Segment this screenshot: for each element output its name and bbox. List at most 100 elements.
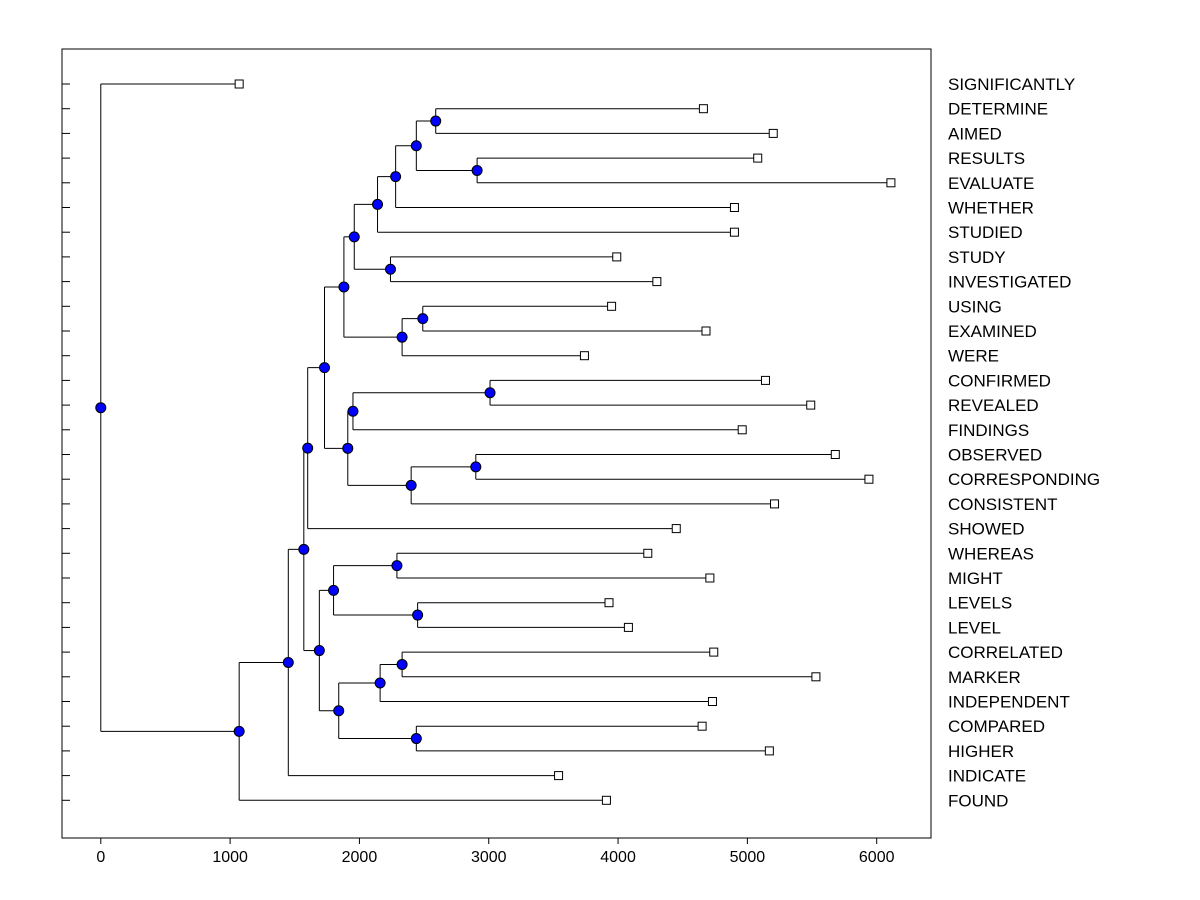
leaf-label: INDICATE — [948, 767, 1026, 786]
leaf-label: COMPARED — [948, 717, 1045, 736]
merge-node — [470, 461, 482, 473]
left-tick-marks — [62, 83, 70, 801]
merge-node — [333, 705, 345, 717]
leaf-labels: SIGNIFICANTLY DETERMINE AIMED RESULTS EVALUA… — [948, 75, 1100, 810]
leaf-marker — [806, 400, 816, 410]
x-tick-label: 4000 — [600, 849, 636, 866]
merge-node — [302, 442, 314, 454]
leaf-label: FINDINGS — [948, 421, 1029, 440]
leaf-label: EXAMINED — [948, 322, 1037, 341]
leaf-marker — [886, 178, 896, 188]
leaf-marker — [864, 474, 874, 484]
leaf-label: CORRESPONDING — [948, 470, 1100, 489]
merge-node — [384, 263, 396, 275]
leaf-marker — [652, 277, 662, 287]
leaf-marker — [554, 771, 564, 781]
branches — [100, 83, 891, 801]
leaf-label: USING — [948, 297, 1002, 316]
leaf-marker — [764, 746, 774, 756]
merge-node — [405, 479, 417, 491]
leaf-label: LEVELS — [948, 594, 1012, 613]
leaf-marker — [601, 795, 611, 805]
x-tick-label: 3000 — [471, 849, 507, 866]
leaf-marker — [671, 524, 681, 534]
leaf-label: WHETHER — [948, 199, 1034, 218]
merge-node — [391, 560, 403, 572]
leaf-label: MIGHT — [948, 569, 1003, 588]
merge-node — [396, 658, 408, 670]
merge-node — [372, 198, 384, 210]
leaf-label: REVEALED — [948, 396, 1039, 415]
merge-node — [319, 362, 331, 374]
merge-node — [95, 402, 107, 414]
leaf-marker — [697, 721, 707, 731]
leaf-label: DETERMINE — [948, 100, 1048, 119]
leaf-label: INDEPENDENT — [948, 693, 1070, 712]
x-axis: 0 1000 2000 3000 4000 5000 6000 — [96, 838, 895, 866]
leaf-label: EVALUATE — [948, 174, 1034, 193]
leaf-label: SIGNIFICANTLY — [948, 75, 1075, 94]
leaf-label: RESULTS — [948, 149, 1025, 168]
merge-nodes — [95, 115, 496, 745]
plot-frame — [61, 48, 932, 839]
x-tick-label: 2000 — [342, 849, 378, 866]
leaf-label: SHOWED — [948, 520, 1025, 539]
merge-node — [374, 677, 386, 689]
leaf-marker — [579, 351, 589, 361]
merge-node — [410, 140, 422, 152]
leaf-label: WHEREAS — [948, 544, 1034, 563]
leaf-label: AIMED — [948, 124, 1002, 143]
leaf-label: CONFIRMED — [948, 371, 1051, 390]
merge-node — [298, 543, 310, 555]
leaf-label: LEVEL — [948, 618, 1001, 637]
leaf-marker — [623, 622, 633, 632]
merge-node — [338, 281, 350, 293]
leaf-marker — [729, 227, 739, 237]
merge-node — [347, 405, 359, 417]
merge-node — [471, 164, 483, 176]
merge-node — [282, 656, 294, 668]
leaf-label: STUDY — [948, 248, 1006, 267]
x-tick-label: 5000 — [730, 849, 766, 866]
leaf-label: WERE — [948, 347, 999, 366]
leaf-marker — [770, 499, 780, 509]
leaf-label: STUDIED — [948, 223, 1023, 242]
merge-node — [348, 231, 360, 243]
x-tick-label: 0 — [96, 849, 105, 866]
merge-node — [313, 645, 325, 657]
merge-node — [484, 387, 496, 399]
leaf-marker — [830, 450, 840, 459]
leaf-marker — [643, 548, 653, 558]
merge-node — [342, 442, 354, 454]
leaf-marker — [709, 647, 719, 657]
merge-node — [430, 115, 442, 127]
leaf-label: FOUND — [948, 791, 1008, 810]
merge-node — [233, 725, 245, 737]
leaf-markers — [234, 79, 896, 805]
leaf-label: HIGHER — [948, 742, 1014, 761]
merge-node — [410, 733, 422, 745]
leaf-label: OBSERVED — [948, 446, 1042, 465]
x-tick-label: 1000 — [212, 849, 248, 866]
leaf-label: MARKER — [948, 668, 1021, 687]
leaf-marker — [698, 104, 708, 114]
merge-node — [412, 609, 424, 621]
leaf-marker — [705, 573, 715, 583]
leaf-label: CORRELATED — [948, 643, 1063, 662]
leaf-label: INVESTIGATED — [948, 273, 1071, 292]
leaf-marker — [737, 425, 747, 435]
leaf-label: CONSISTENT — [948, 495, 1058, 514]
merge-node — [396, 331, 408, 343]
leaf-marker — [701, 326, 711, 336]
leaf-marker — [707, 697, 717, 706]
merge-node — [390, 171, 402, 183]
leaf-marker — [753, 153, 763, 163]
leaf-marker — [604, 598, 614, 608]
leaf-marker — [729, 203, 739, 212]
x-tick-label: 6000 — [859, 849, 895, 866]
leaf-marker — [760, 375, 770, 385]
leaf-marker — [234, 79, 244, 89]
leaf-marker — [768, 128, 778, 138]
merge-node — [328, 584, 340, 596]
